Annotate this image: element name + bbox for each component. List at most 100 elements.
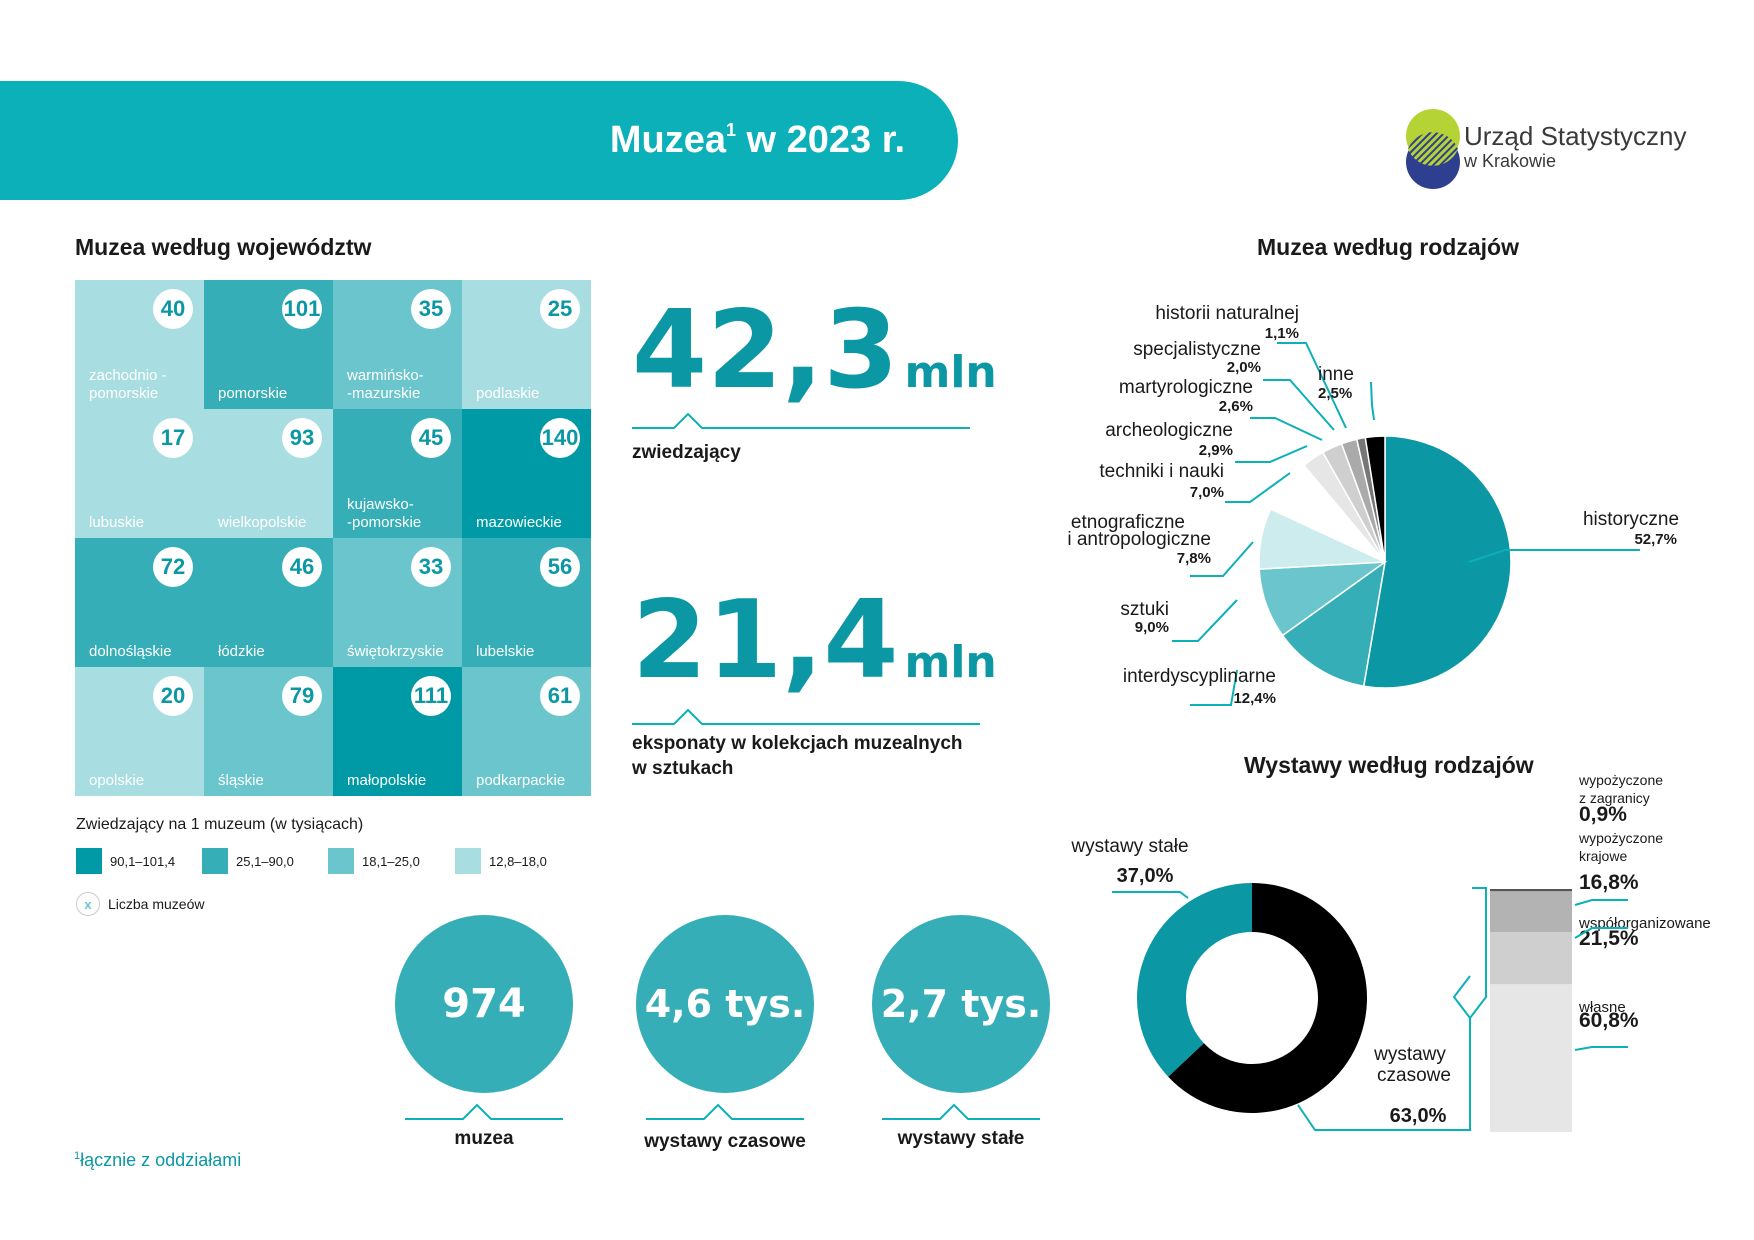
museum-count-badge: 20 [153,676,193,716]
voivodeship-cell: 140 mazowieckie [462,409,591,538]
voivodeship-name: zachodnio - pomorskie [89,367,167,402]
voivodeship-name: łódzkie [218,643,265,660]
pie-leader-line [1263,379,1335,431]
voivodeship-cell: 56 lubelskie [462,538,591,667]
bar-leader-line [1574,927,1628,939]
permanent-circle: 2,7 tys. [872,915,1050,1093]
museum-count-badge: 140 [540,418,580,458]
header-bar: Muzea1 w 2023 r. [0,81,958,200]
pie-slice-value: 9,0% [1135,619,1169,636]
museums-circle: 974 [395,915,573,1093]
voivodeship-cell: 46 łódzkie [204,538,333,667]
museum-count-badge: 111 [411,676,451,716]
pie-leader-line [1370,381,1375,421]
voivodeship-name: dolnośląskie [89,643,172,660]
pie-slice-label: specjalistyczne [1133,339,1261,360]
bar-segment-label: z zagranicy [1579,790,1650,806]
pie-slice-label: archeologiczne [1105,420,1233,441]
museum-count-badge: 33 [411,547,451,587]
exhibits-label: eksponaty w kolekcjach muzealnych w sztuk… [632,733,963,779]
stacked-bar-segment [1490,889,1572,892]
visitors-value: 42,3 mln [632,288,997,413]
pie-slice-label: etnograficzne [1071,512,1185,533]
museum-count-badge: 61 [540,676,580,716]
pie-leader-line [1235,445,1308,463]
donut-slice-label: wystawy stałe [1070,836,1188,857]
voivodeship-name: wielkopolskie [218,514,307,531]
pie-slice [1281,560,1387,688]
legend-swatch [202,848,228,874]
count-legend-label: Liczba muzeów [108,896,205,912]
permanent-divider [882,1103,1040,1120]
pie-slice-label: historii naturalnej [1155,303,1299,324]
pie-slice-label: techniki i nauki [1099,461,1224,482]
pie-slice-value: 52,7% [1634,531,1677,548]
logo-text-line1: Urząd Statystyczny [1464,121,1687,151]
voivodeship-cell: 17 lubuskie [75,409,204,538]
bar-leader-line [1574,1046,1628,1051]
legend-swatch [455,848,481,874]
voivodeship-grid: 40 zachodnio - pomorskie 101 pomorskie 35 war… [75,280,591,796]
legend-label: 25,1–90,0 [236,853,294,869]
voivodeship-cell: 72 dolnośląskie [75,538,204,667]
logo-text-line2: w Krakowie [1464,151,1557,171]
pie-slice-value: 1,1% [1265,325,1299,342]
pie-slice [1362,435,1512,689]
temporary-circle: 4,6 tys. [636,915,814,1093]
bar-segment-label: wypożyczone [1578,772,1663,788]
museums-divider [405,1103,563,1120]
bar-segment-value: 21,5% [1579,927,1639,950]
voivodeship-cell: 111 małopolskie [333,667,462,796]
donut-slice-label: wystawy [1373,1044,1446,1065]
museums-label: muzea [454,1128,514,1149]
stacked-bar-segment [1490,932,1572,985]
donut-slice [1137,883,1252,1077]
voivodeship-cell: 79 śląskie [204,667,333,796]
pie-slice-value: 2,5% [1318,385,1352,402]
visitors-divider [632,412,970,429]
legend-swatch [328,848,354,874]
voivodeship-name: mazowieckie [476,514,562,531]
voivodeship-name: opolskie [89,772,145,789]
voivodeship-cell: 33 świętokrzyskie [333,538,462,667]
legend-item-2: 25,1–90,0 [202,848,294,874]
bar-segment-label: wypożyczone [1578,830,1663,846]
voivodeship-name: śląskie [218,772,264,789]
pie-leader-line [1250,417,1323,441]
legend-item-4: 12,8–18,0 [455,848,547,874]
donut-bracket-line [1452,975,1471,1019]
voivodeship-name: małopolskie [347,772,427,789]
museum-count-badge: 46 [282,547,322,587]
count-legend: x Liczba muzeów [76,892,205,916]
permanent-label: wystawy stałe [897,1128,1025,1149]
exhibits-value: 21,4 mln [632,578,997,703]
voivodeship-name: podlaskie [476,385,540,402]
bar-segment-value: 16,8% [1579,871,1639,894]
visitors-label: zwiedzający [632,442,741,463]
museum-count-badge: 45 [411,418,451,458]
museum-count-badge: 35 [411,289,451,329]
bar-segment-value: 0,9% [1579,803,1627,826]
voivodeship-cell: 25 podlaskie [462,280,591,409]
legend-label: 90,1–101,4 [110,853,176,869]
bar-leader-line [1574,899,1628,906]
pie-slice-value: 2,6% [1219,398,1253,415]
legend-item-1: 90,1–101,4 [76,848,175,874]
pie-chart-title: Muzea według rodzajów [1257,234,1519,260]
voivodeship-cell: 61 podkarpackie [462,667,591,796]
museum-count-badge: 56 [540,547,580,587]
pie-slice-label: i antropologiczne [1067,529,1211,550]
donut-chart-title: Wystawy według rodzajów [1244,752,1534,778]
pie-slice-label: inne [1318,364,1354,385]
pie-leader-line [1190,541,1254,577]
map-title: Muzea według województw [75,234,372,260]
donut-slice [1168,883,1367,1113]
museum-count-badge: 72 [153,547,193,587]
stacked-bar-segment [1490,984,1572,1132]
page-title: Muzea1 w 2023 r. [609,119,905,161]
museum-count-badge: 93 [282,418,322,458]
voivodeship-cell: 45 kujawsko- -pomorskie [333,409,462,538]
legend-label: 18,1–25,0 [362,853,420,869]
pie-leader-line [1190,669,1238,706]
